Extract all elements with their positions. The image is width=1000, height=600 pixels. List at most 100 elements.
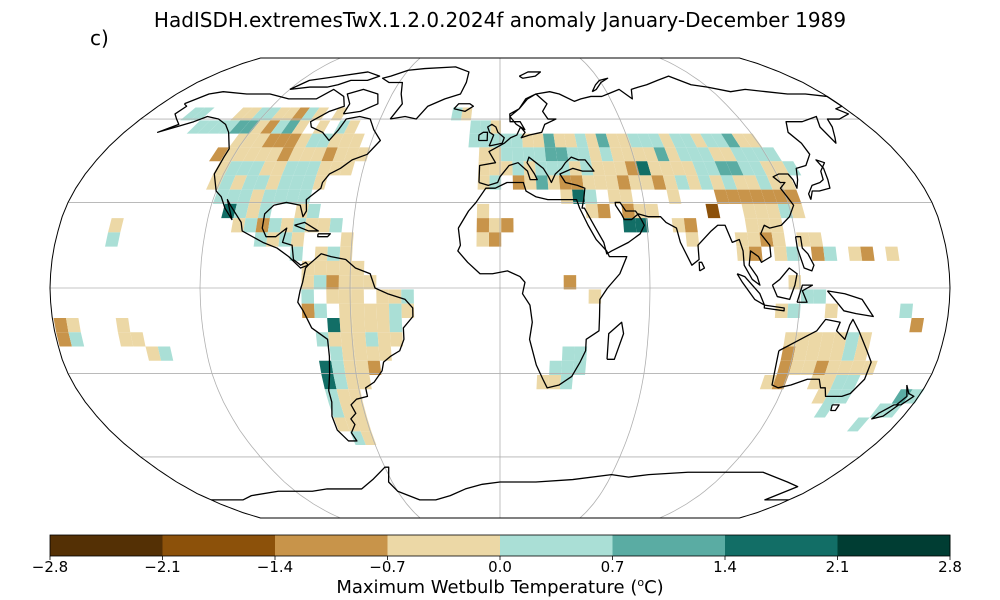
anomaly-cell <box>788 360 805 375</box>
coastline <box>871 404 900 420</box>
anomaly-cell <box>563 133 578 148</box>
coastline <box>771 318 872 397</box>
anomaly-cell <box>771 232 787 247</box>
anomaly-cell <box>329 218 343 233</box>
anomaly-cell <box>321 147 338 162</box>
anomaly-cell <box>240 107 263 121</box>
anomaly-cell <box>742 133 763 148</box>
anomaly-cell <box>818 374 837 390</box>
anomaly-cell <box>328 403 345 418</box>
anomaly-cell <box>313 275 327 290</box>
anomaly-cell <box>332 147 349 162</box>
longitude-line <box>349 57 421 519</box>
anomaly-cell <box>260 120 281 134</box>
anomaly-cell <box>671 218 686 233</box>
anomaly-cell <box>639 175 655 190</box>
anomaly-cell <box>549 360 562 375</box>
anomaly-cell <box>376 317 390 333</box>
colorbar-tick-label: 2.1 <box>825 558 850 576</box>
anomaly-cell <box>813 403 835 418</box>
anomaly-cell <box>579 161 594 176</box>
coastline <box>794 236 815 272</box>
anomaly-cell <box>366 346 380 361</box>
anomaly-cell <box>532 133 545 148</box>
anomaly-cell <box>588 289 602 304</box>
anomaly-cell <box>260 189 277 204</box>
colorbar-tick-label: 2.8 <box>938 558 962 576</box>
colorbar-tick-label: 0.7 <box>600 558 625 576</box>
anomaly-cell <box>242 147 262 162</box>
anomaly-cell <box>338 275 352 290</box>
anomaly-cell <box>741 203 757 219</box>
anomaly-cell <box>68 332 85 347</box>
anomaly-cell <box>744 218 760 233</box>
anomaly-cell <box>786 246 800 261</box>
anomaly-cell <box>327 317 341 333</box>
anomaly-cell <box>344 417 361 432</box>
anomaly-cell <box>708 175 726 190</box>
anomaly-cell <box>748 161 767 176</box>
anomaly-cell <box>270 107 291 121</box>
coastline <box>478 75 850 286</box>
anomaly-cell <box>354 346 368 361</box>
longitude-line <box>579 57 651 519</box>
anomaly-cell <box>250 133 271 148</box>
anomaly-cell <box>229 175 248 190</box>
anomaly-cell <box>561 346 575 361</box>
anomaly-cell <box>732 175 750 190</box>
anomaly-cell <box>330 107 349 121</box>
anomaly-cell <box>326 133 344 148</box>
anomaly-cell <box>476 203 490 219</box>
anomaly-cell <box>333 417 350 432</box>
anomaly-cell <box>233 203 249 219</box>
anomaly-cell <box>117 332 134 347</box>
anomaly-cell <box>338 260 352 276</box>
anomaly-cell <box>522 147 535 162</box>
anomaly-cell <box>616 175 632 190</box>
anomaly-cell <box>620 147 636 162</box>
anomaly-cell <box>328 332 342 347</box>
anomaly-cell <box>247 161 266 176</box>
anomaly-cell <box>807 332 823 347</box>
coastline <box>289 71 381 91</box>
anomaly-cell <box>351 275 364 290</box>
anomaly-cell <box>288 175 305 190</box>
anomaly-cell <box>276 147 295 162</box>
colorbar-tick-label: −2.1 <box>144 558 181 576</box>
anomaly-cell <box>820 332 836 347</box>
graticule <box>50 57 950 519</box>
anomaly-cell <box>239 120 261 134</box>
anomaly-cell <box>602 161 617 176</box>
anomaly-cell <box>581 175 596 190</box>
anomaly-cell <box>265 147 284 162</box>
anomaly-cell <box>257 203 273 219</box>
anomaly-cell <box>212 161 232 176</box>
anomaly-cell <box>304 161 322 176</box>
anomaly-cell <box>287 147 306 162</box>
anomaly-cell <box>669 161 686 176</box>
anomaly-cell <box>290 232 305 247</box>
anomaly-cell <box>834 389 854 404</box>
anomaly-cell <box>909 317 925 333</box>
anomaly-cell <box>746 232 762 247</box>
anomaly-cell <box>300 175 317 190</box>
anomaly-cell <box>710 133 730 148</box>
anomaly-cell <box>760 189 778 204</box>
anomaly-cell <box>469 120 481 134</box>
anomaly-cell <box>619 189 634 204</box>
anomaly-cell <box>899 303 914 318</box>
anomaly-cell <box>605 133 621 148</box>
anomaly-cell <box>599 147 614 162</box>
anomaly-cell <box>674 175 691 190</box>
coastline <box>796 284 814 303</box>
anomaly-cell <box>228 120 251 134</box>
coastlines <box>156 66 915 501</box>
anomaly-cell <box>853 346 870 361</box>
colorbar-segment <box>275 535 388 556</box>
anomaly-cell <box>830 374 849 390</box>
anomaly-cell <box>338 289 352 304</box>
colorbar-segment <box>500 535 613 556</box>
anomaly-cell <box>339 161 356 176</box>
anomaly-cell <box>689 133 708 148</box>
anomaly-cell <box>341 346 356 361</box>
